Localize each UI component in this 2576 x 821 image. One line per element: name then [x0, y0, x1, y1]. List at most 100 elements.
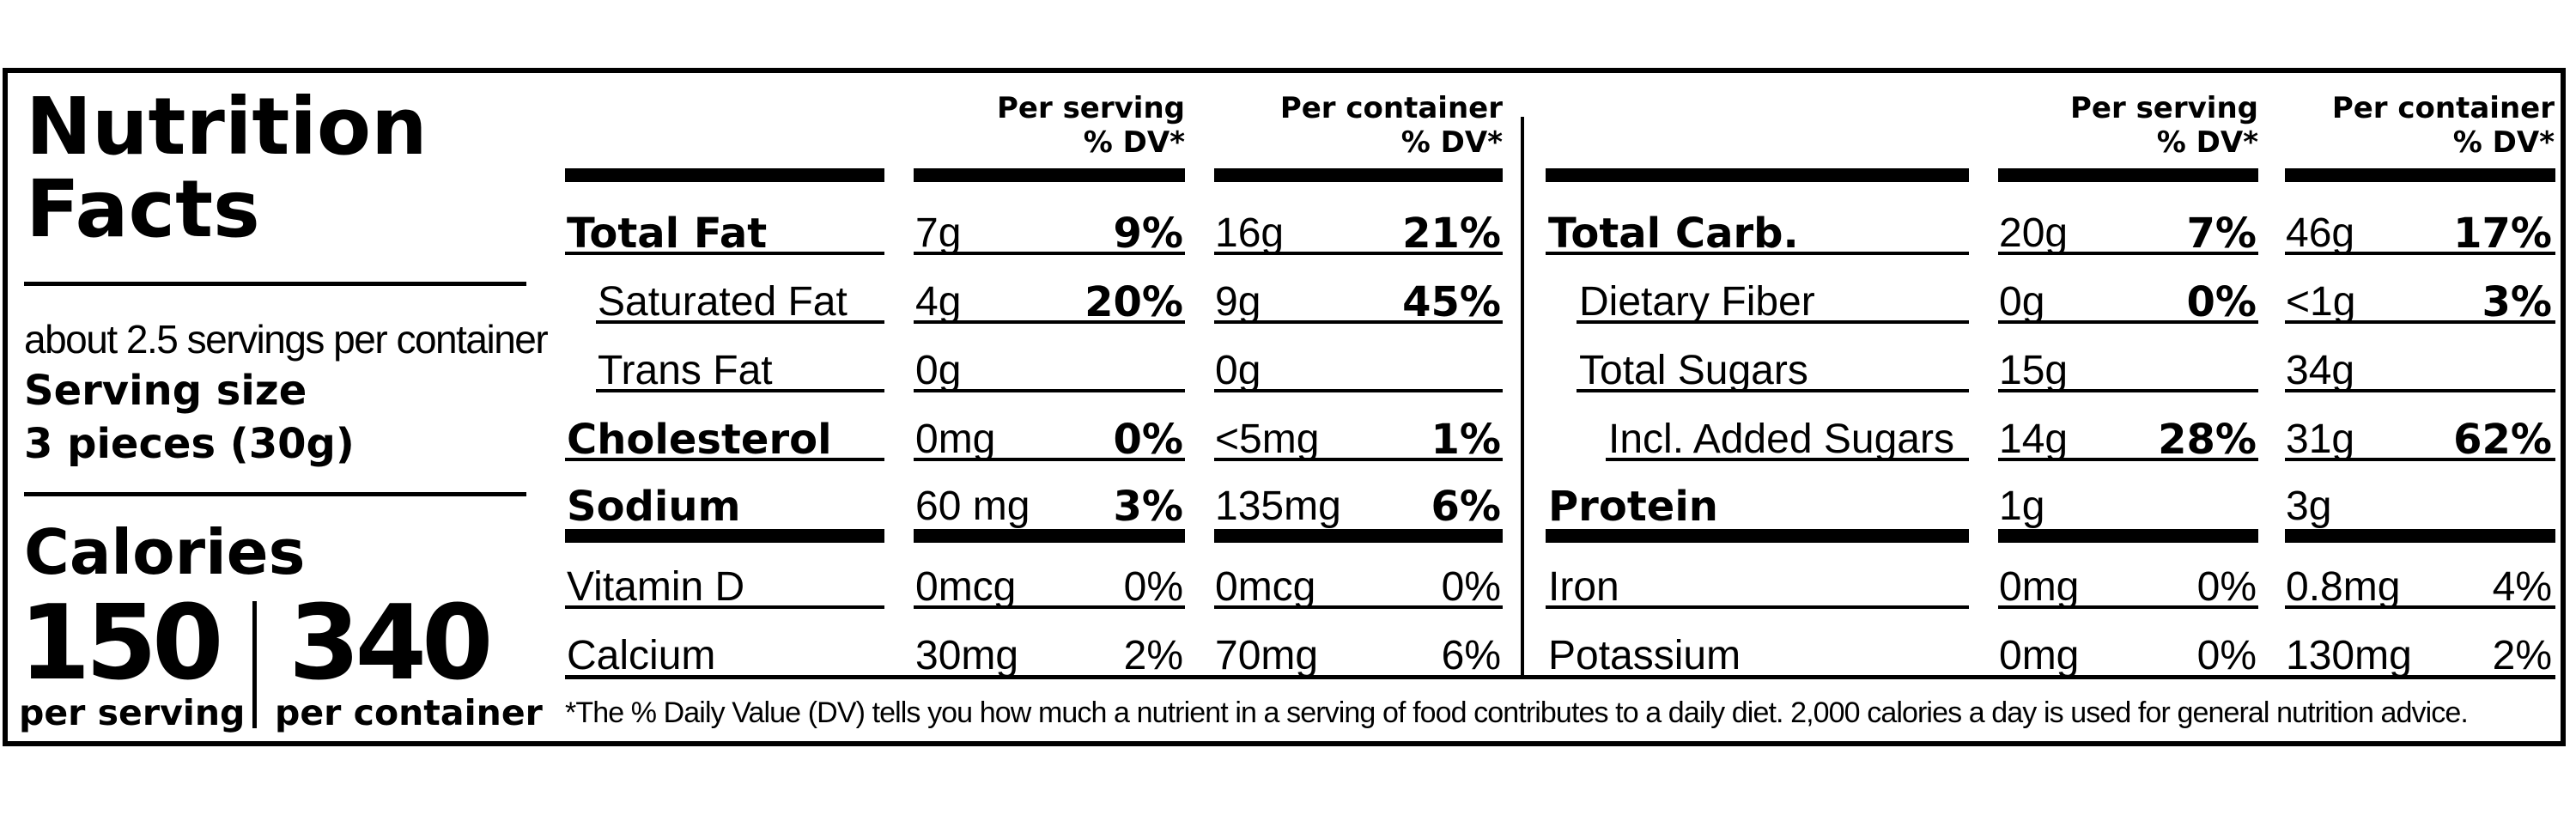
left-nutrient-name: Vitamin D: [567, 564, 745, 610]
left-nutrient-name: Trans Fat: [598, 348, 773, 393]
right-serving-amount: 0mg: [1999, 564, 2080, 610]
left-container-dv: 0%: [1441, 564, 1501, 610]
header-right-per-container-label: Per container: [2331, 91, 2555, 125]
header-left-per-serving: Per serving % DV*: [945, 91, 1185, 160]
right-container-dv: 2%: [2492, 633, 2552, 678]
calories-per-container-label: per container: [275, 692, 543, 733]
left-container-amount: <5mg: [1215, 417, 1320, 462]
left-thick-rule: [1214, 168, 1503, 182]
left-container-amount: 135mg: [1215, 483, 1341, 529]
left-nutrient-name: Calcium: [567, 633, 716, 678]
left-serving-amount: 7g: [915, 210, 962, 256]
right-row-rule: [1577, 389, 1969, 392]
left-container-dv: 45%: [1402, 278, 1501, 326]
right-thick-rule: [1998, 168, 2258, 182]
left-nutrient-name: Cholesterol: [567, 416, 832, 464]
right-row-rule: [2285, 389, 2555, 392]
left-row-rule: [565, 252, 884, 255]
right-container-dv: 17%: [2453, 210, 2552, 258]
right-row-rule: [1577, 320, 1969, 324]
header-right-per-serving-dv: % DV*: [2156, 125, 2258, 160]
right-thick-rule: [1998, 529, 2258, 543]
left-row-rule: [914, 605, 1185, 609]
right-nutrient-name: Dietary Fiber: [1579, 279, 1815, 325]
right-container-dv: 62%: [2453, 416, 2552, 464]
right-row-rule: [1546, 605, 1969, 609]
footnote: *The % Daily Value (DV) tells you how mu…: [565, 696, 2469, 729]
left-serving-amount: 0mcg: [915, 564, 1017, 610]
right-row-rule: [1546, 252, 1969, 255]
left-container-amount: 16g: [1215, 210, 1285, 256]
right-container-amount: 0.8mg: [2286, 564, 2401, 610]
right-thick-rule: [1546, 168, 1969, 182]
title-line-1: Nutrition: [26, 81, 428, 173]
right-row-rule: [1998, 320, 2258, 324]
right-container-amount: <1g: [2286, 279, 2356, 325]
center-divider: [1521, 117, 1524, 677]
left-container-dv: 1%: [1431, 416, 1502, 464]
right-nutrient-name: Iron: [1548, 564, 1619, 610]
left-nutrient-name: Saturated Fat: [598, 279, 848, 325]
left-row-rule: [1214, 458, 1503, 461]
header-left-per-container-dv: % DV*: [1400, 125, 1503, 160]
right-row-rule: [2285, 458, 2555, 461]
serving-divider: [24, 492, 526, 496]
right-row-rule: [1998, 389, 2258, 392]
calories-per-container-value: 340: [289, 584, 493, 703]
left-serving-dv: 0%: [1123, 564, 1183, 610]
left-container-amount: 9g: [1215, 279, 1261, 325]
left-container-dv: 6%: [1441, 633, 1501, 678]
nutrition-facts-title: Nutrition Facts: [26, 86, 428, 251]
left-serving-amount: 60 mg: [915, 483, 1030, 529]
left-row-rule: [914, 458, 1185, 461]
right-row-rule: [2285, 320, 2555, 324]
left-container-amount: 0mcg: [1215, 564, 1316, 610]
right-container-amount: 34g: [2286, 348, 2355, 393]
left-row-rule: [914, 252, 1185, 255]
right-nutrient-name: Potassium: [1548, 633, 1741, 678]
left-thick-rule: [565, 168, 884, 182]
header-right-per-serving-label: Per serving: [2069, 91, 2258, 125]
serving-size-label: Serving size: [24, 367, 307, 415]
title-divider: [24, 282, 526, 286]
left-serving-dv: 20%: [1084, 278, 1183, 326]
left-serving-amount: 30mg: [915, 633, 1019, 678]
right-row-rule: [2285, 252, 2555, 255]
header-left-per-serving-dv: % DV*: [1083, 125, 1185, 160]
right-serving-amount: 15g: [1999, 348, 2069, 393]
right-row-rule: [2285, 605, 2555, 609]
servings-per-container: about 2.5 servings per container: [24, 317, 549, 362]
left-row-rule: [1214, 252, 1503, 255]
right-serving-dv: 0%: [2196, 564, 2257, 610]
left-serving-amount: 0mg: [915, 417, 996, 462]
right-row-rule: [1998, 252, 2258, 255]
right-serving-amount: 0g: [1999, 279, 2045, 325]
right-container-amount: 3g: [2286, 483, 2332, 529]
left-container-dv: 21%: [1402, 210, 1501, 258]
left-row-rule: [596, 320, 884, 324]
left-serving-dv: 9%: [1113, 210, 1184, 258]
calories-label: Calories: [24, 516, 306, 588]
title-line-2: Facts: [26, 163, 260, 255]
left-serving-dv: 2%: [1123, 633, 1183, 678]
left-thick-rule: [914, 168, 1185, 182]
calories-per-serving-value: 150: [19, 584, 223, 703]
left-thick-rule: [565, 529, 884, 543]
right-row-rule: [1606, 458, 1969, 461]
right-container-amount: 46g: [2286, 210, 2355, 256]
left-nutrient-name: Sodium: [567, 483, 741, 531]
right-container-dv: 3%: [2482, 278, 2553, 326]
header-left-per-container: Per container % DV*: [1228, 91, 1503, 160]
left-container-amount: 0g: [1215, 348, 1261, 393]
right-row-rule: [1998, 605, 2258, 609]
label-border: [3, 68, 2566, 746]
left-row-rule: [596, 389, 884, 392]
left-thick-rule: [914, 529, 1185, 543]
left-container-dv: 6%: [1431, 483, 1502, 531]
left-row-rule: [1214, 389, 1503, 392]
left-serving-amount: 0g: [915, 348, 962, 393]
right-nutrient-name: Total Sugars: [1579, 348, 1808, 393]
right-container-amount: 31g: [2286, 417, 2355, 462]
right-serving-dv: 28%: [2158, 416, 2257, 464]
left-row-rule: [1214, 605, 1503, 609]
